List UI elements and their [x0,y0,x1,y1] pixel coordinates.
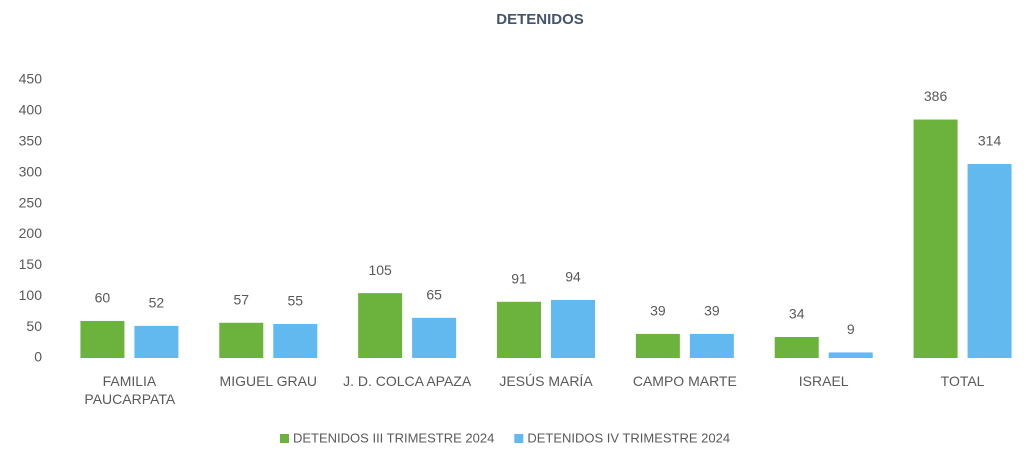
bar [689,333,734,358]
data-label: 39 [650,303,666,319]
bar [497,301,541,358]
bar [828,352,873,358]
chart-title: DETENIDOS [496,11,584,28]
y-tick-label: 0 [34,349,42,365]
y-tick-label: 350 [19,132,43,148]
x-tick-label: MIGUEL GRAU [219,373,318,389]
data-label: 105 [368,262,392,278]
bar [967,164,1012,358]
legend-swatch [514,434,524,443]
y-tick-label: 450 [19,71,43,87]
x-tick-label: CAMPO MARTE [632,373,737,389]
bar [913,119,958,358]
data-label: 57 [233,291,249,307]
x-tick-label: FAMILIA PAUCARPATA [84,373,176,407]
bar [219,322,264,358]
x-tick-label: TOTAL [940,373,985,389]
data-label: 52 [149,295,165,311]
data-label: 94 [565,269,581,285]
y-tick-label: 50 [26,318,42,334]
data-label: 39 [704,303,720,319]
data-label: 386 [924,88,948,104]
legend-label: DETENIDOS III TRIMESTRE 2024 [293,430,494,445]
data-label: 314 [978,133,1002,149]
bar [273,324,318,358]
data-label: 34 [789,306,805,322]
x-tick-label: JESÚS MARÍA [499,373,593,389]
y-tick-label: 300 [19,163,43,179]
data-label: 91 [511,270,527,286]
data-label: 55 [287,293,303,309]
y-tick-label: 400 [19,102,43,118]
x-tick-label: ISRAEL [798,373,849,389]
bar [774,336,819,358]
bar [412,317,457,358]
bar [635,333,680,358]
bar [551,299,595,358]
y-tick-label: 150 [19,256,43,272]
legend-label: DETENIDOS IV TRIMESTRE 2024 [527,430,730,445]
data-label: 60 [95,290,111,306]
y-tick-label: 200 [19,225,43,241]
y-tick-label: 100 [19,287,43,303]
bar [358,293,403,358]
bar [80,320,125,358]
data-label: 9 [847,321,855,337]
data-label: 65 [426,287,442,303]
x-tick-label: J. D. COLCA APAZA [343,373,472,389]
y-tick-label: 250 [19,194,43,210]
legend-swatch [280,434,289,443]
bar [134,325,179,358]
